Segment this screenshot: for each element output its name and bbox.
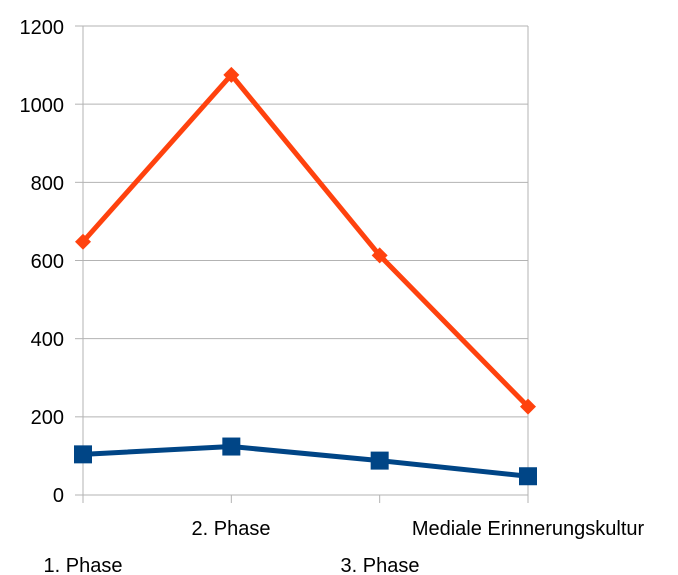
- y-axis-ticks: 0 200 400 600 800 1000 1200: [20, 17, 65, 507]
- y-tick-label: 600: [31, 251, 64, 273]
- series-line: [81, 72, 530, 409]
- gridlines: [75, 25, 529, 503]
- x-category-label: 2. Phase: [192, 518, 271, 540]
- y-tick-label: 800: [31, 173, 64, 195]
- y-tick-label: 1000: [20, 95, 65, 117]
- diamond-marker: [223, 66, 240, 83]
- y-tick-label: 200: [31, 407, 64, 429]
- square-marker: [370, 451, 389, 470]
- diamond-marker: [75, 233, 91, 250]
- y-tick-label: 400: [31, 329, 64, 351]
- y-tick-label: 0: [53, 485, 64, 507]
- x-category-label: 3. Phase: [341, 555, 420, 575]
- square-marker: [222, 437, 241, 456]
- square-marker: [74, 445, 92, 464]
- series-1: [75, 66, 536, 415]
- x-category-label: 1. Phase: [44, 555, 123, 575]
- series-layer: [74, 66, 537, 486]
- x-category-label: Mediale Erinnerungskultur: [412, 518, 645, 540]
- square-marker: [519, 467, 537, 486]
- diamond-marker: [520, 398, 536, 415]
- series-line: [82, 444, 529, 479]
- x-axis-labels: 1. Phase 2. Phase 3. Phase Mediale Erinn…: [44, 518, 645, 575]
- y-tick-label: 1200: [20, 17, 65, 39]
- diamond-marker: [371, 247, 388, 264]
- series-2: [74, 437, 537, 486]
